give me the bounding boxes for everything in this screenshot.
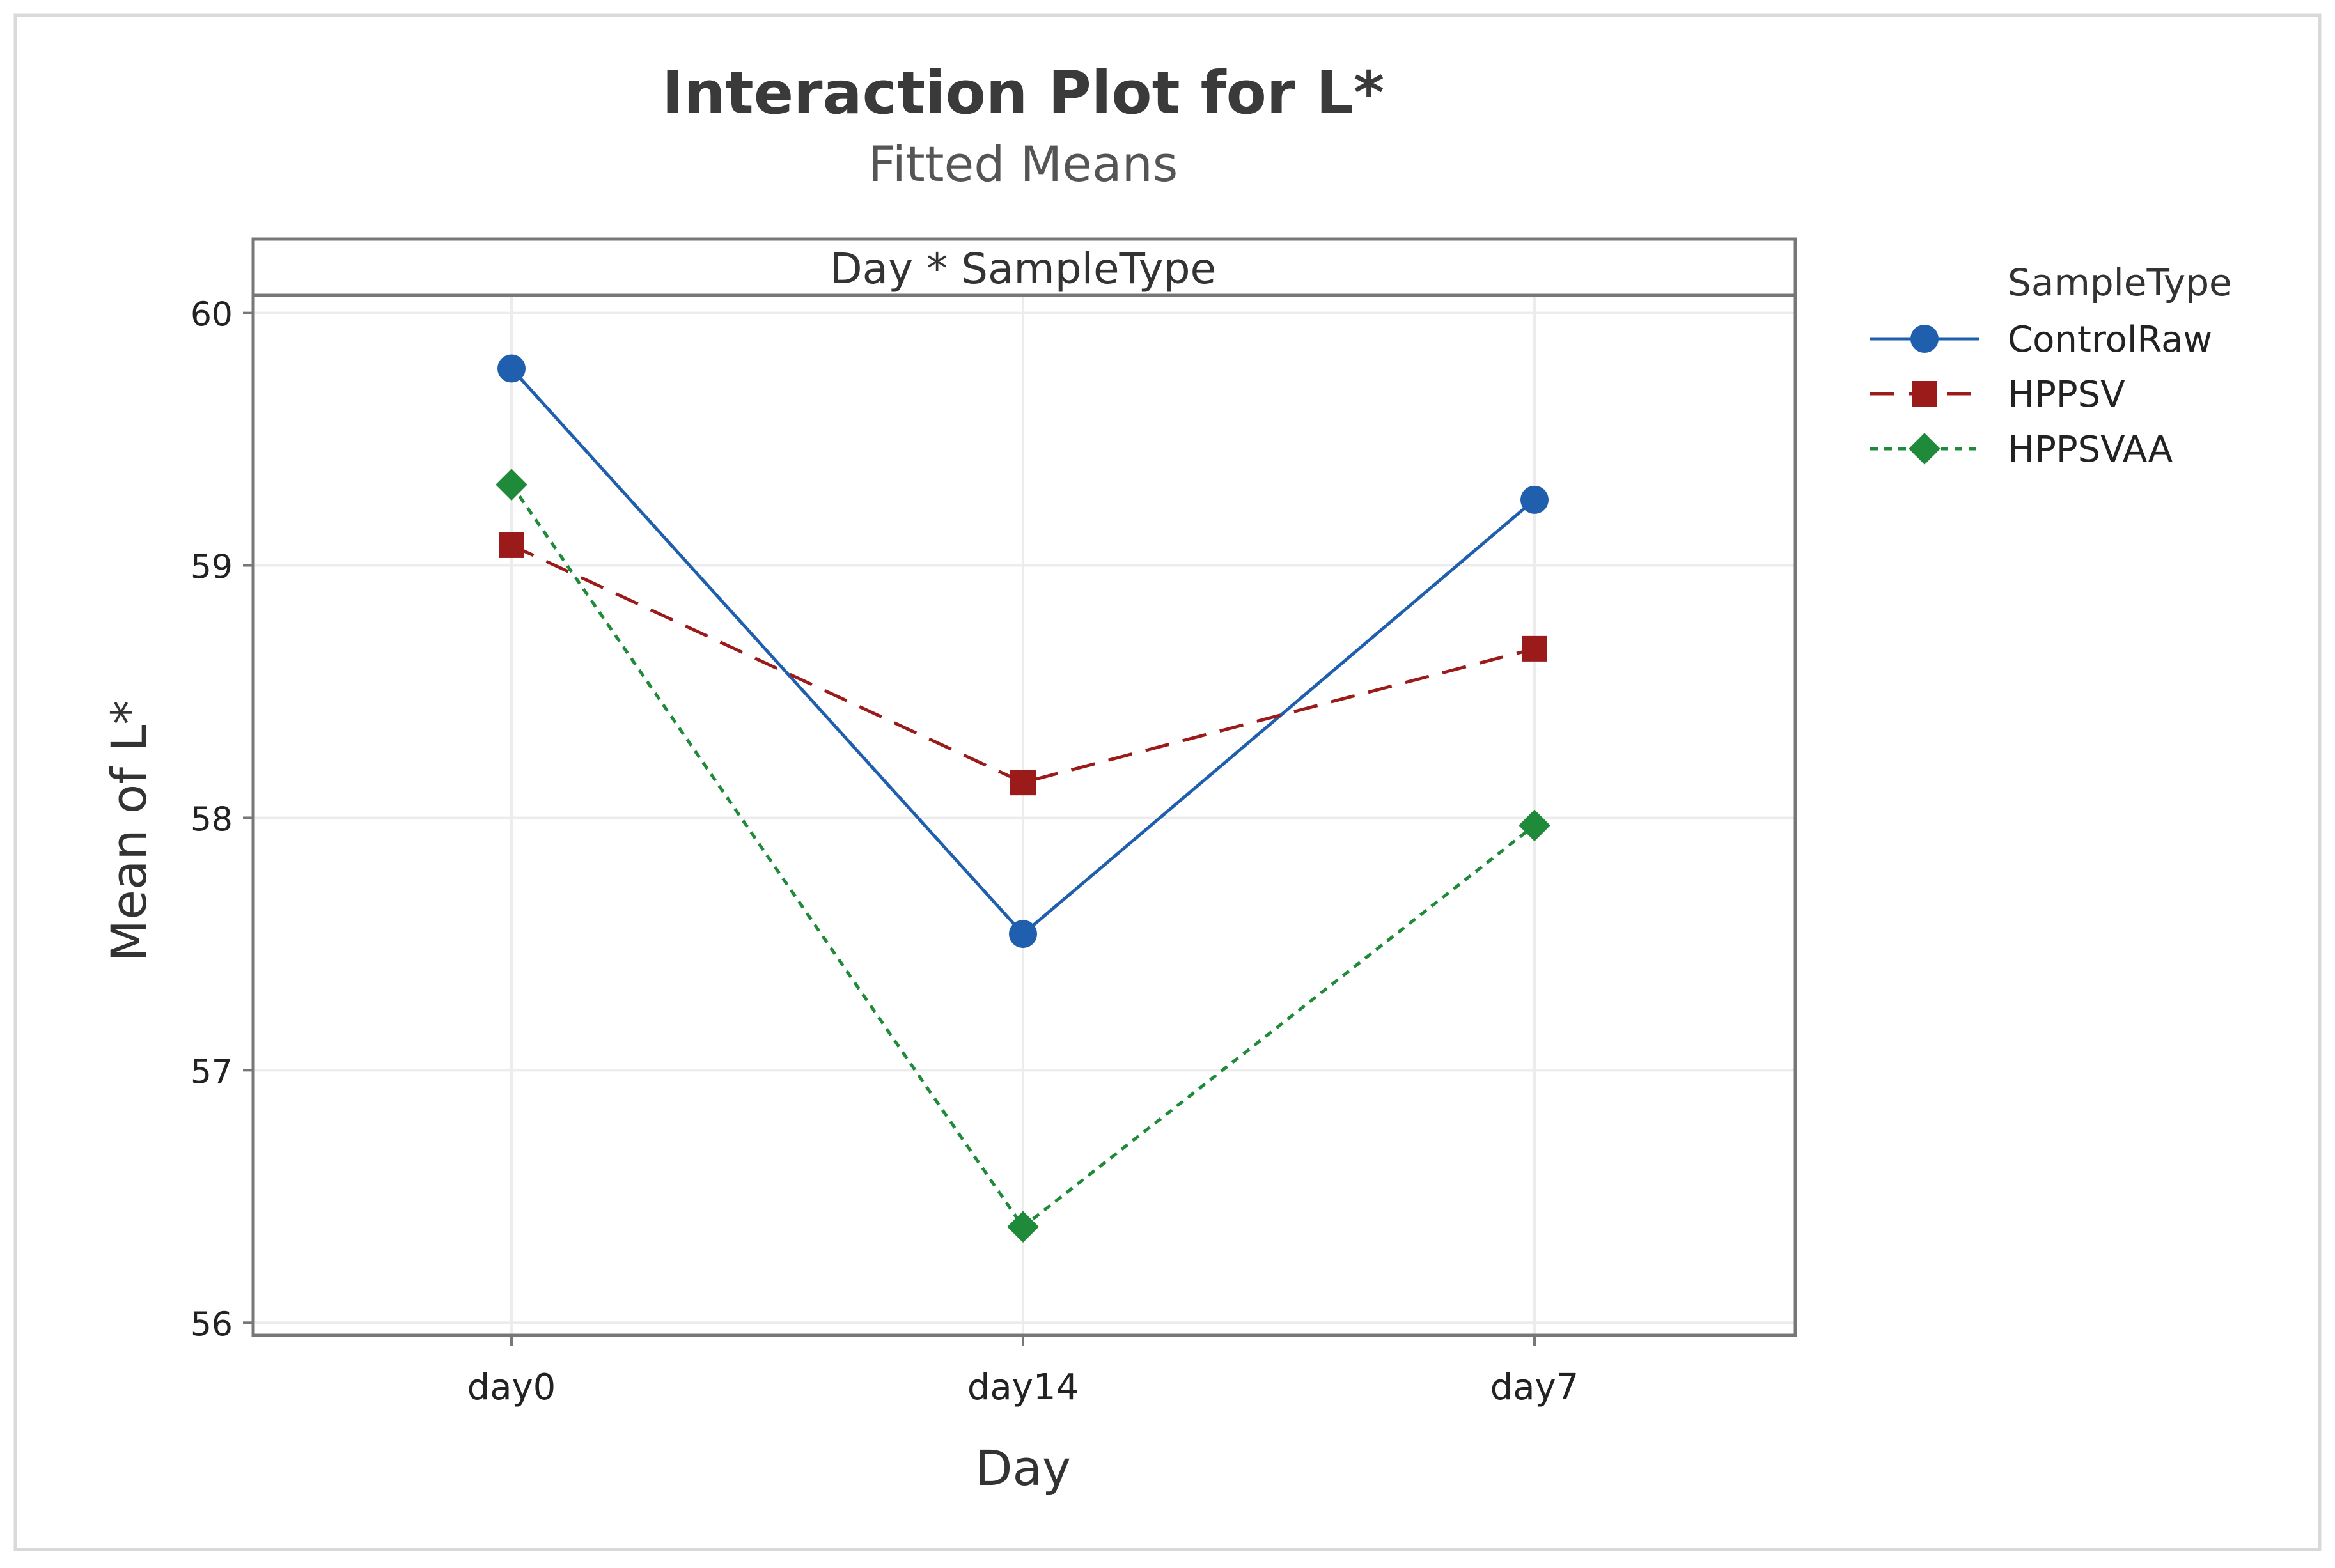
outer-frame (13, 13, 2322, 1551)
legend-marker-ControlRaw (1910, 325, 1939, 353)
data-point-HPPSVAA-day0 (496, 469, 527, 501)
panel-frame (251, 237, 1797, 1337)
x-tick-label-day7: day7 (1490, 1367, 1579, 1408)
legend-label-HPPSV: HPPSV (2008, 374, 2125, 415)
legend-marker-HPPSV (1912, 381, 1937, 407)
data-point-ControlRaw-day14 (1009, 920, 1037, 949)
data-point-HPPSVAA-day7 (1519, 809, 1550, 842)
data-point-HPPSVAA-day14 (1007, 1211, 1039, 1243)
y-tick-label-59: 59 (191, 548, 233, 587)
legend-marker-HPPSVAA (1909, 433, 1941, 465)
chart-subtitle: Fitted Means (868, 136, 1178, 192)
data-point-ControlRaw-day7 (1520, 485, 1549, 514)
legend-label-HPPSVAA: HPPSVAA (2008, 429, 2173, 470)
legend-title: SampleType (2008, 261, 2232, 304)
x-axis-label: Day (975, 1440, 1071, 1496)
y-tick-label-56: 56 (191, 1305, 233, 1344)
x-tick-label-day14: day14 (967, 1367, 1079, 1408)
data-point-HPPSV-day0 (499, 532, 524, 558)
y-axis-label: Mean of L* (100, 701, 157, 962)
y-tick-label-60: 60 (191, 296, 233, 334)
chart-title: Interaction Plot for L* (662, 59, 1384, 127)
legend: SampleType ControlRaw HPPSV HPPSVAA (1870, 261, 2232, 470)
y-tick-label-57: 57 (191, 1053, 233, 1091)
data-point-ControlRaw-day0 (497, 354, 526, 383)
data-point-HPPSV-day14 (1010, 770, 1036, 796)
y-tick-label-58: 58 (191, 800, 233, 839)
plot-area: 56 57 58 59 60 day0 day14 day7 (191, 295, 1795, 1408)
data-point-HPPSV-day7 (1522, 635, 1547, 662)
legend-label-ControlRaw: ControlRaw (2008, 319, 2212, 361)
panel-strip-label: Day * SampleType (830, 244, 1216, 293)
x-tick-label-day0: day0 (467, 1367, 556, 1408)
